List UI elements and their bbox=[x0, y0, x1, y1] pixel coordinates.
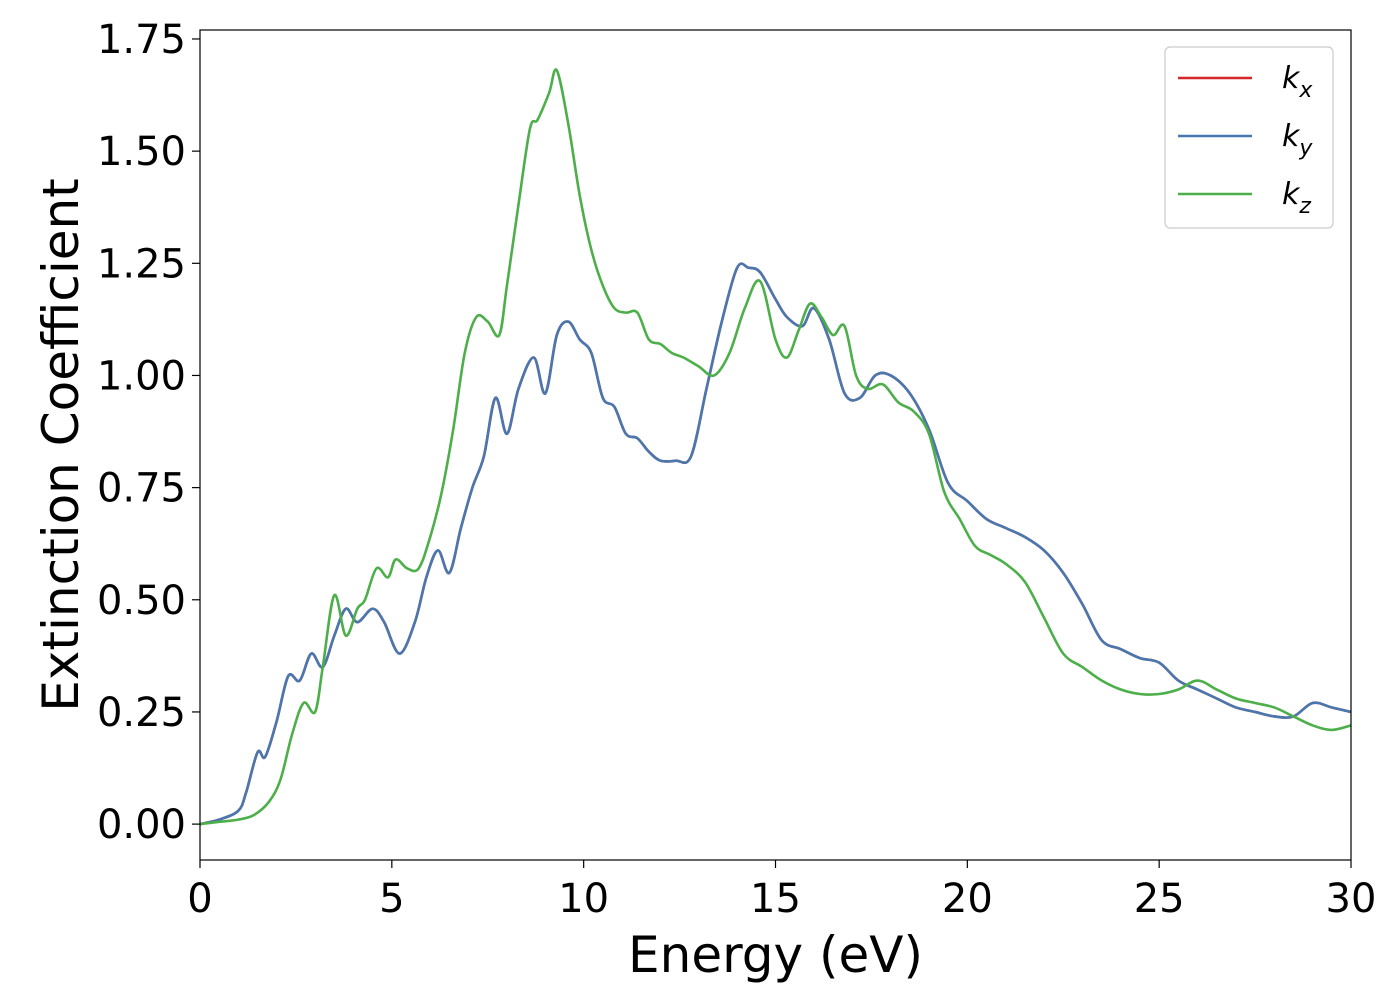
y-tick-label: 0.50 bbox=[97, 578, 186, 624]
legend-label-ky: ky bbox=[1282, 119, 1313, 161]
y-tick-label: 0.00 bbox=[97, 802, 186, 848]
x-tick-label: 10 bbox=[558, 876, 609, 922]
y-axis-label: Extinction Coefficient bbox=[32, 178, 90, 712]
x-tick-label: 30 bbox=[1326, 876, 1377, 922]
legend-label-kz: kz bbox=[1282, 177, 1311, 219]
legend-label-subscript: x bbox=[1298, 78, 1313, 103]
y-axis-ticks: 0.00 0.25 0.50 0.75 1.00 1.25 1.50 1.75 bbox=[97, 17, 200, 848]
legend-box bbox=[1164, 46, 1334, 229]
x-tick-label: 15 bbox=[750, 876, 801, 922]
series-line-kx bbox=[200, 262, 1351, 826]
x-axis-label: Energy (eV) bbox=[628, 926, 923, 984]
series-line-ky bbox=[200, 262, 1351, 826]
x-axis-ticks: 0 5 10 15 20 25 30 bbox=[187, 860, 1376, 922]
x-tick-label: 25 bbox=[1134, 876, 1185, 922]
y-tick-label: 1.25 bbox=[97, 241, 186, 287]
x-tick-label: 5 bbox=[379, 876, 404, 922]
y-tick-label: 1.00 bbox=[97, 353, 186, 399]
legend-label-base: k bbox=[1282, 177, 1301, 212]
legend-label-base: k bbox=[1282, 119, 1301, 154]
legend-label-subscript: y bbox=[1298, 136, 1313, 161]
y-tick-label: 1.50 bbox=[97, 129, 186, 175]
plot-lines bbox=[200, 68, 1351, 826]
y-tick-label: 0.75 bbox=[97, 466, 186, 512]
legend-label-kx: kx bbox=[1282, 61, 1313, 103]
legend-label-subscript: z bbox=[1298, 194, 1311, 219]
y-tick-label: 0.25 bbox=[97, 690, 186, 736]
legend-label-base: k bbox=[1282, 61, 1301, 96]
x-tick-label: 20 bbox=[942, 876, 993, 922]
y-tick-label: 1.75 bbox=[97, 17, 186, 63]
series-line-kz bbox=[200, 68, 1351, 826]
x-tick-label: 0 bbox=[187, 876, 212, 922]
